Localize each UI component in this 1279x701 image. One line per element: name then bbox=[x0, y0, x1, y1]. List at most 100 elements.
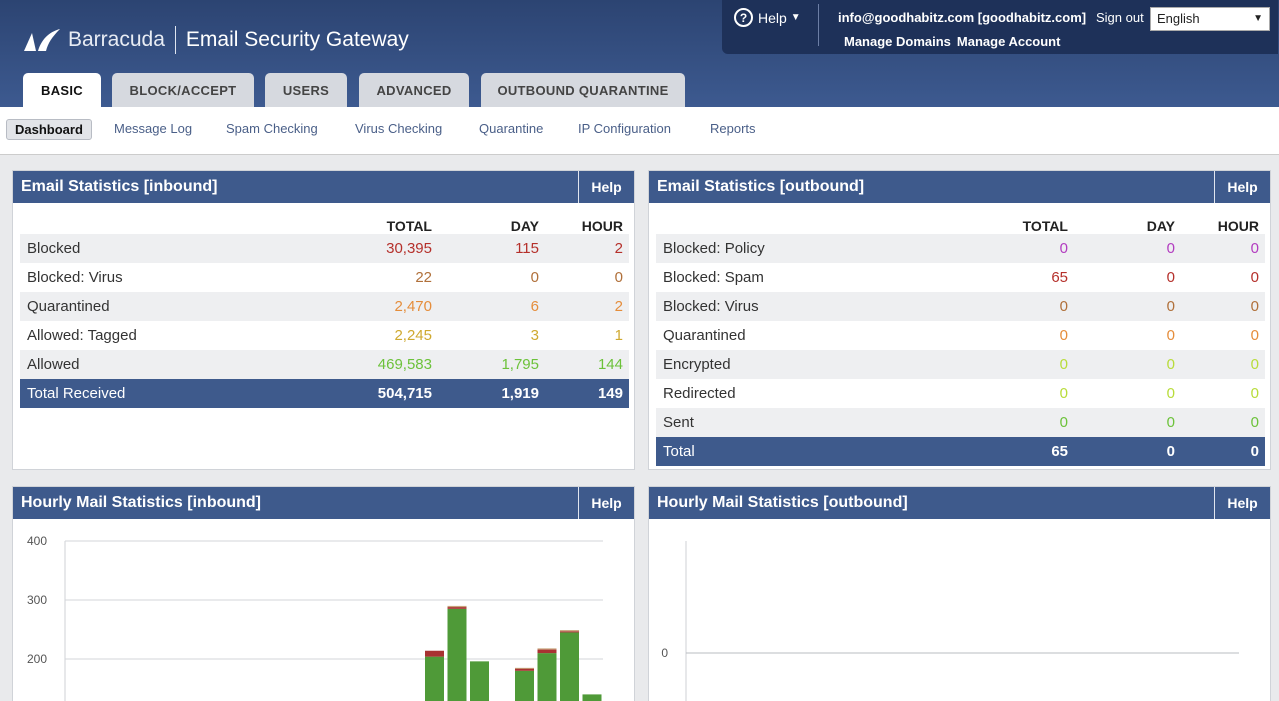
row-label: Blocked: Virus bbox=[20, 263, 320, 292]
row-label: Redirected bbox=[656, 379, 956, 408]
product-name: Email Security Gateway bbox=[186, 28, 409, 52]
help-button[interactable]: Help bbox=[1214, 171, 1270, 203]
table-row: Redirected 0 0 0 bbox=[656, 379, 1265, 408]
row-hour: 0 bbox=[1181, 350, 1265, 379]
subnav-reports[interactable]: Reports bbox=[710, 121, 756, 136]
row-label: Allowed bbox=[20, 350, 320, 379]
help-label: Help bbox=[758, 10, 787, 26]
panel-title: Email Statistics [inbound] Help bbox=[13, 171, 634, 203]
col-hour: HOUR bbox=[545, 209, 629, 234]
col-label bbox=[656, 209, 956, 234]
subnav-dashboard[interactable]: Dashboard bbox=[6, 119, 92, 140]
help-button[interactable]: Help bbox=[578, 171, 634, 203]
subnav-ip-configuration[interactable]: IP Configuration bbox=[578, 121, 671, 136]
y-tick-label: 200 bbox=[27, 652, 47, 666]
table-row: Blocked: Virus 22 0 0 bbox=[20, 263, 629, 292]
help-button[interactable]: Help bbox=[1214, 487, 1270, 519]
total-day: 1,919 bbox=[438, 379, 545, 408]
table-row: Sent 0 0 0 bbox=[656, 408, 1265, 437]
col-hour: HOUR bbox=[1181, 209, 1265, 234]
subnav-message-log[interactable]: Message Log bbox=[114, 121, 192, 136]
bar-allowed bbox=[538, 653, 557, 701]
row-total: 0 bbox=[956, 234, 1074, 263]
total-row: Total Received 504,715 1,919 149 bbox=[20, 379, 629, 408]
row-total: 2,470 bbox=[320, 292, 438, 321]
row-label: Quarantined bbox=[656, 321, 956, 350]
total-hour: 149 bbox=[545, 379, 629, 408]
row-hour: 0 bbox=[1181, 321, 1265, 350]
panel-title-text: Email Statistics [outbound] bbox=[657, 178, 864, 196]
subnav-quarantine[interactable]: Quarantine bbox=[479, 121, 543, 136]
inbound-stats-table: TOTAL DAY HOUR Blocked 30,395 115 2 Blocked: V… bbox=[20, 209, 629, 408]
question-icon: ? bbox=[734, 8, 753, 27]
panel-title: Hourly Mail Statistics [inbound] Help bbox=[13, 487, 634, 519]
panel-title: Hourly Mail Statistics [outbound] Help bbox=[649, 487, 1270, 519]
tab-users[interactable]: USERS bbox=[265, 73, 347, 107]
row-hour: 0 bbox=[1181, 292, 1265, 321]
panel-title-text: Hourly Mail Statistics [inbound] bbox=[21, 494, 261, 512]
row-total: 65 bbox=[956, 263, 1074, 292]
row-label: Blocked: Spam bbox=[656, 263, 956, 292]
sign-out-link[interactable]: Sign out bbox=[1096, 10, 1144, 25]
bar-blocked bbox=[538, 650, 557, 654]
language-value: English bbox=[1157, 11, 1200, 26]
tab-outbound-quarantine[interactable]: OUTBOUND QUARANTINE bbox=[481, 73, 685, 107]
bar-blocked bbox=[448, 607, 467, 609]
col-label bbox=[20, 209, 320, 234]
col-total: TOTAL bbox=[956, 209, 1074, 234]
tab-block-accept[interactable]: BLOCK/ACCEPT bbox=[112, 73, 254, 107]
bar-allowed bbox=[448, 609, 467, 701]
row-day: 0 bbox=[1074, 408, 1181, 437]
manage-domains-link[interactable]: Manage Domains bbox=[844, 34, 951, 49]
row-total: 469,583 bbox=[320, 350, 438, 379]
row-label: Allowed: Tagged bbox=[20, 321, 320, 350]
row-hour: 0 bbox=[1181, 263, 1265, 292]
bar-quarantined bbox=[448, 606, 467, 607]
row-hour: 144 bbox=[545, 350, 629, 379]
divider bbox=[818, 4, 819, 46]
inbound-stats-panel: Email Statistics [inbound] Help TOTAL DAY H… bbox=[12, 170, 635, 470]
outbound-stats-table: TOTAL DAY HOUR Blocked: Policy 0 0 0 Blocked: … bbox=[656, 209, 1265, 466]
dropdown-arrow-icon: ▼ bbox=[1253, 13, 1263, 24]
row-hour: 0 bbox=[545, 263, 629, 292]
bar-allowed bbox=[425, 657, 444, 701]
total-label: Total bbox=[656, 437, 956, 466]
row-label: Sent bbox=[656, 408, 956, 437]
table-row: Blocked: Virus 0 0 0 bbox=[656, 292, 1265, 321]
row-hour: 2 bbox=[545, 234, 629, 263]
manage-account-link[interactable]: Manage Account bbox=[957, 34, 1061, 49]
row-hour: 0 bbox=[1181, 408, 1265, 437]
bar-allowed bbox=[470, 661, 489, 701]
tab-advanced[interactable]: ADVANCED bbox=[359, 73, 469, 107]
barracuda-logo-icon bbox=[22, 27, 62, 53]
col-day: DAY bbox=[1074, 209, 1181, 234]
brand-name: Barracuda bbox=[68, 28, 165, 52]
account-links: Manage Domains Manage Account bbox=[844, 34, 1066, 49]
language-select[interactable]: English ▼ bbox=[1150, 7, 1270, 31]
row-day: 0 bbox=[1074, 350, 1181, 379]
row-total: 0 bbox=[956, 292, 1074, 321]
table-row: Allowed: Tagged 2,245 3 1 bbox=[20, 321, 629, 350]
row-hour: 0 bbox=[1181, 234, 1265, 263]
table-row: Blocked 30,395 115 2 bbox=[20, 234, 629, 263]
table-row: Quarantined 2,470 6 2 bbox=[20, 292, 629, 321]
row-hour: 2 bbox=[545, 292, 629, 321]
row-day: 1,795 bbox=[438, 350, 545, 379]
help-button[interactable]: Help bbox=[578, 487, 634, 519]
subnav-spam-checking[interactable]: Spam Checking bbox=[226, 121, 318, 136]
row-total: 0 bbox=[956, 321, 1074, 350]
hourly-inbound-chart: 400 300 200 bbox=[13, 519, 634, 701]
logo[interactable]: Barracuda Email Security Gateway bbox=[22, 26, 409, 54]
total-row: Total 65 0 0 bbox=[656, 437, 1265, 466]
row-label: Encrypted bbox=[656, 350, 956, 379]
help-menu[interactable]: ? Help ▼ bbox=[734, 8, 801, 27]
row-label: Quarantined bbox=[20, 292, 320, 321]
bar-quarantined bbox=[560, 630, 579, 631]
table-row: Allowed 469,583 1,795 144 bbox=[20, 350, 629, 379]
subnav-virus-checking[interactable]: Virus Checking bbox=[355, 121, 442, 136]
hourly-outbound-panel: Hourly Mail Statistics [outbound] Help 0 bbox=[648, 486, 1271, 701]
tab-basic[interactable]: BASIC bbox=[23, 73, 101, 108]
bar-quarantined bbox=[515, 668, 534, 669]
row-total: 30,395 bbox=[320, 234, 438, 263]
y-tick-label: 400 bbox=[27, 534, 47, 548]
